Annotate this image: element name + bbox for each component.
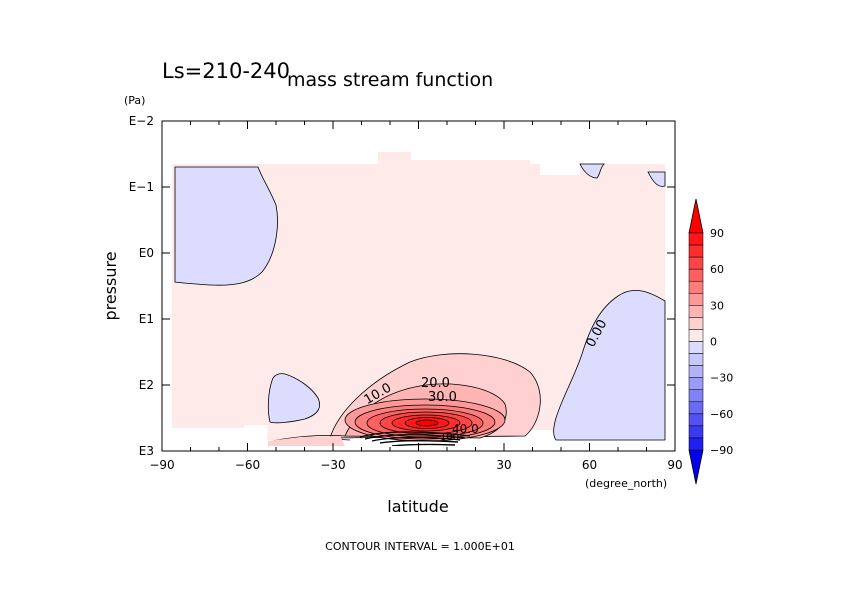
contour-label-30: 30.0 [428,390,457,405]
x-tick-label: −30 [320,458,345,472]
colorbar-swatch [688,401,704,415]
y-tick-label: E3 [139,444,154,458]
y-axis-label: pressure [101,251,120,320]
x-axis-label: latitude [387,497,448,516]
colorbar-swatch [688,232,704,246]
colorbar-swatch [688,280,704,294]
chart-title: mass stream function [287,69,493,91]
colorbar-swatch [688,268,704,282]
x-tick-label: 30 [496,458,511,472]
contour-labels: 0.00 10.0 20.0 30.0 40.0 100 [362,317,611,443]
positive-cell [329,353,541,442]
y-tick-label: E0 [139,246,154,260]
positive-fill-region [172,152,665,440]
x-tick-label: −60 [235,458,260,472]
x-tick-label: −90 [149,458,174,472]
contour-label-20: 20.0 [421,376,450,391]
surface-contour-band [267,431,471,447]
x-tick-label: 90 [667,458,682,472]
chart-subtitle: Ls=210-240 [162,59,290,83]
colorbar-swatch [688,341,704,354]
colorbar-swatch [688,413,704,427]
negative-region-southern-upper [174,166,278,286]
contour-label-100: 100 [440,432,459,443]
colorbar-swatch [688,256,704,270]
colorbar-tick-label: 0 [710,336,717,349]
colorbar-swatch [688,353,704,366]
x-tick-label: 60 [582,458,597,472]
x-axis: −90 −60 −30 0 30 60 90 [149,121,683,472]
colorbar-max-arrow [688,198,704,234]
colorbar-swatch [688,317,704,330]
colorbar-tick-label: 30 [710,299,724,312]
y-tick-label: E−2 [129,114,154,128]
near-surface-strip [268,436,345,446]
plot-area [162,152,675,451]
colorbar-tick-label: −30 [710,372,733,385]
colorbar-swatch [688,329,704,342]
colorbar: 90 60 30 0 −30 −60 −90 [688,198,733,485]
colorbar-min-arrow [688,449,704,485]
colorbar-swatch [688,437,704,451]
y-tick-label: E2 [139,378,154,392]
y-axis: E−2 E−1 E0 E1 E2 E3 [129,114,675,458]
x-tick-label: 0 [415,458,423,472]
y-unit-label: (Pa) [124,94,145,107]
colorbar-swatch [688,244,704,258]
colorbar-tick-label: 90 [710,227,724,240]
colorbar-swatch [688,293,704,306]
colorbar-tick-label: −60 [710,408,733,421]
colorbar-swatch [688,365,704,378]
colorbar-tick-label: 60 [710,263,724,276]
colorbar-swatch [688,389,704,403]
negative-region-southern-lower [267,373,321,424]
colorbar-swatch [688,425,704,439]
negative-region-northern [553,289,666,441]
y-tick-label: E−1 [129,180,154,194]
y-tick-label: E1 [139,312,154,326]
x-unit-label: (degree_north) [585,477,667,490]
colorbar-tick-label: −90 [710,444,733,457]
negative-region-northern-top2 [647,171,666,187]
colorbar-swatch [688,377,704,390]
negative-region-northern-top [579,163,605,179]
contour-90 [415,419,439,427]
contour-interval-note: CONTOUR INTERVAL = 1.000E+01 [325,540,515,553]
contour-label-40: 40.0 [452,422,479,436]
colorbar-swatch [688,305,704,318]
